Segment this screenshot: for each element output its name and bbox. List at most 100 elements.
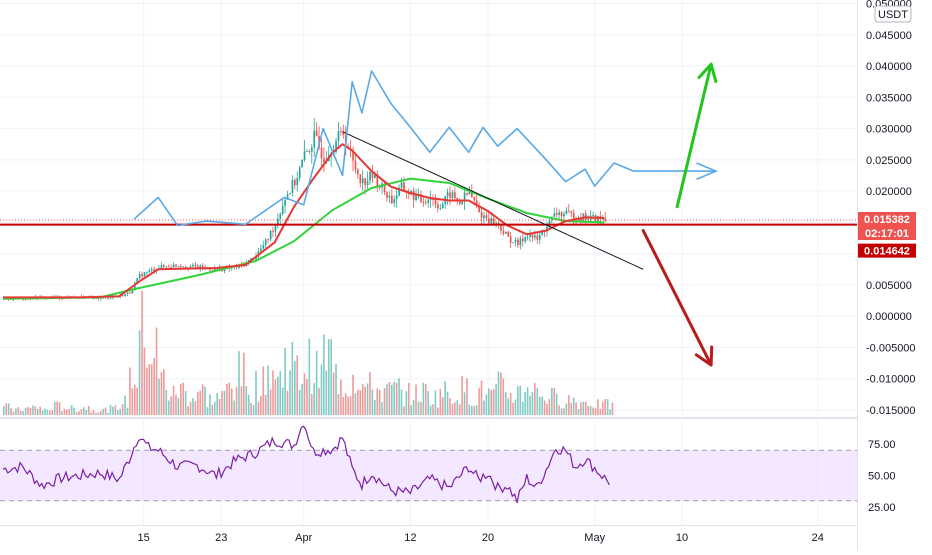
candle-body [568,210,570,212]
volume-bar [167,400,170,415]
candle-body [463,192,466,202]
candle-body [189,266,192,269]
volume-bar [51,409,54,415]
volume-bar [109,404,112,415]
volume-bar [361,383,364,415]
candle-body [407,192,410,195]
volume-bar [429,405,432,415]
volume-bar [403,406,405,415]
price-pane[interactable] [0,0,857,416]
candle-body [150,269,153,271]
price-tick-label: 0.040000 [866,61,912,73]
volume-bar [410,405,412,415]
volume-bar [279,371,282,415]
volume-bar [601,402,604,415]
drawings[interactable] [0,62,857,367]
bullish-arrow-shaft [675,62,713,209]
candle-body [262,245,265,249]
volume-bar [529,395,531,415]
candle-body [306,151,308,152]
price-tick-label: -0.005000 [866,342,916,354]
volume-bar [497,371,500,415]
volume-bar [393,381,396,415]
candle-body [483,215,485,218]
volume-bar [434,390,437,415]
candle-body [475,200,478,207]
volume-bar [575,402,577,415]
candle-body [383,183,386,193]
rsi-axis[interactable]: 75.00 50.00 25.00 [868,439,896,514]
volume-bar [538,396,541,415]
candle-body [534,235,536,238]
volume-bar [194,400,197,415]
volume-bar [68,408,71,415]
volume-bar [310,393,313,415]
volume-bar [565,403,568,415]
volume-bar [327,339,330,415]
volume-bar [441,397,444,415]
quote-currency-badge[interactable]: USDT [874,5,912,23]
volume-bar [514,399,517,415]
candle-body [131,289,134,294]
rsi-tick-label: 50.00 [868,471,896,483]
volume-bar [80,409,83,415]
volume-bar [335,363,337,415]
volume-bar [22,411,24,415]
candle-body [289,193,291,195]
volume-bar [240,386,243,415]
candle-body [303,151,306,161]
candle-body [526,236,529,238]
candle-body [298,167,301,179]
volume-bar [95,412,97,415]
candle-body [529,234,531,237]
volume-bar [228,382,231,415]
volume-bar [337,394,340,415]
price-tick-label: 0.025000 [866,155,912,167]
candle-body [386,192,388,198]
candle-body [260,248,262,252]
candle-body [342,131,345,136]
volume-bar [131,388,134,415]
candle-body [466,192,468,195]
time-axis[interactable]: 15 23 Apr 12 20 May 10 24 [138,532,824,544]
volume-bar [606,399,609,415]
price-tick-label: 0.035000 [866,92,912,104]
candle-body [468,191,471,195]
volume-bar [83,407,85,415]
volume-bar [330,339,332,415]
volume-bar [395,382,398,415]
volume-bar [500,372,502,415]
volume-bar [49,410,51,415]
volume-bar [332,372,335,415]
volume-bar [218,398,221,415]
candle-body [163,265,165,267]
volume-bar [553,388,556,415]
volume-bar [594,408,597,415]
volume-bar [223,390,226,415]
slow-moving-average [2,177,605,300]
volume-bar [133,384,136,415]
candle-body [165,266,168,268]
candle-body [277,218,279,225]
volume-bar [558,405,560,415]
candle-body [126,292,129,295]
volume-bar [92,409,95,415]
volume-bar [456,400,459,415]
volume-bar [388,382,391,415]
volume-bar [61,411,63,415]
candle-body [294,180,296,186]
volume-bar [599,408,602,415]
price-tag: 0.014642 [858,243,916,258]
volume-bar [531,391,534,415]
descending-trendline [342,131,644,270]
volume-bar [415,384,417,415]
volume-bar [201,384,204,415]
candle-body [146,272,148,274]
volume-bar [480,380,483,415]
price-axis[interactable]: 0.050000 0.045000 0.040000 0.035000 0.030000… [858,0,916,417]
volume-bar [41,410,44,415]
volume-bar [592,407,594,415]
volume-bar [475,405,478,415]
